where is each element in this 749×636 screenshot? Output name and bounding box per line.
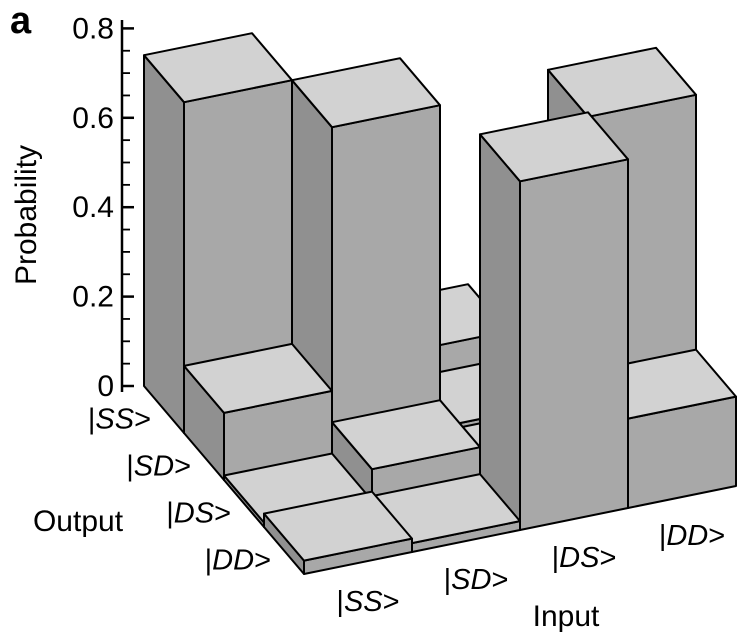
input-tick-label-DD: |DD>: [659, 520, 725, 552]
output-axis-title: Output: [33, 505, 124, 538]
panel-label: a: [10, 0, 32, 42]
z-tick-label: 0.2: [72, 281, 114, 314]
bar-input-SD-output-SD: [291, 57, 441, 459]
bar-left-face: [479, 133, 521, 531]
z-tick-label: 0.4: [72, 191, 114, 224]
bar-input-SD-output-DS: [331, 399, 481, 506]
bar-top-face: [291, 57, 441, 129]
axis-labels: |SS> |SD> |DS> |DD> |SS> |SD> |DS> |DD> Output In…: [33, 404, 725, 634]
bars-3d: [143, 32, 737, 575]
z-axis: 0 0.2 0.4 0.6 0.8 Probability: [10, 12, 134, 403]
input-tick-label-DS: |DS>: [552, 542, 617, 574]
output-tick-label-DS: |DS>: [166, 498, 231, 530]
output-tick-label-SD: |SD>: [126, 451, 191, 483]
z-axis-title: Probability: [10, 145, 43, 285]
bar-input-SS-output-SD: [183, 342, 333, 481]
input-axis-title: Input: [533, 600, 600, 633]
bar-left-face: [143, 54, 185, 434]
output-tick-label-SS: |SS>: [88, 404, 151, 436]
bar-top-face: [183, 342, 333, 414]
z-tick-label: 0.8: [72, 12, 114, 45]
bar-top-face: [263, 490, 413, 562]
bar-input-SS-output-SS: [143, 32, 293, 434]
bar-input-SS-output-DD: [263, 490, 413, 575]
input-tick-label-SD: |SD>: [444, 564, 509, 596]
bar-input-DS-output-DD: [479, 111, 629, 531]
z-tick-label: 0: [97, 370, 114, 403]
input-tick-label-SS: |SS>: [336, 586, 399, 618]
bar-front-face: [519, 158, 629, 531]
bar-top-face: [479, 111, 629, 183]
bar-top-face: [547, 46, 697, 118]
output-tick-label-DD: |DD>: [205, 545, 271, 577]
z-tick-label: 0.6: [72, 102, 114, 135]
